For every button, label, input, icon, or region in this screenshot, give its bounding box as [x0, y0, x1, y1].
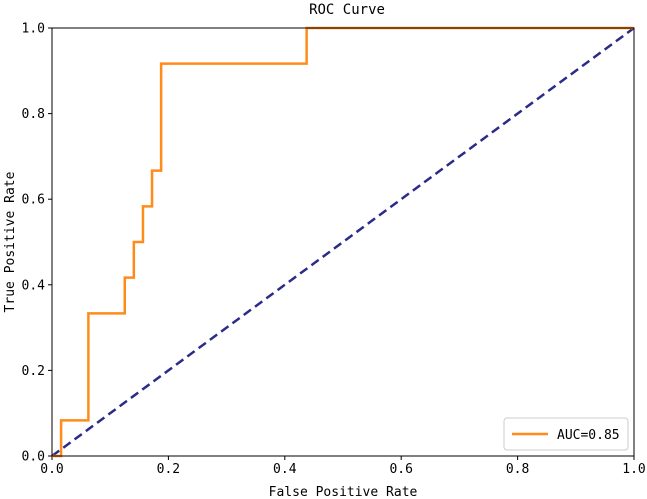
- y-tick-label: 0.6: [22, 193, 45, 208]
- x-tick-label: 0.2: [157, 462, 180, 477]
- legend-box: [503, 417, 629, 451]
- axis-ticks: 0.0 0.2 0.4 0.6 0.8 1.0 0.0 0.2 0.4 0.6 0.8 1.0: [22, 22, 646, 478]
- legend: AUC=0.85: [503, 417, 629, 451]
- x-tick-label: 0.0: [40, 462, 63, 477]
- y-tick-label: 0.2: [22, 364, 45, 379]
- y-tick-label: 0.4: [22, 278, 46, 293]
- plot-frame: [51, 27, 635, 457]
- plot-series: [51, 26, 635, 458]
- chance-diagonal-line: [51, 26, 635, 458]
- legend-label-auc: AUC=0.85: [557, 428, 620, 443]
- y-tick-label: 0.8: [22, 107, 45, 122]
- x-tick-label: 0.8: [506, 462, 529, 477]
- chart-title: ROC Curve: [309, 2, 385, 18]
- x-tick-label: 0.4: [273, 462, 297, 477]
- roc-curve-line: [52, 26, 634, 458]
- y-tick-label: 0.0: [22, 450, 45, 465]
- y-axis-title: True Positive Rate: [3, 171, 18, 312]
- x-tick-label: 1.0: [622, 462, 645, 477]
- y-tick-label: 1.0: [22, 22, 45, 37]
- x-axis-title: False Positive Rate: [269, 485, 418, 499]
- x-tick-label: 0.6: [389, 462, 412, 477]
